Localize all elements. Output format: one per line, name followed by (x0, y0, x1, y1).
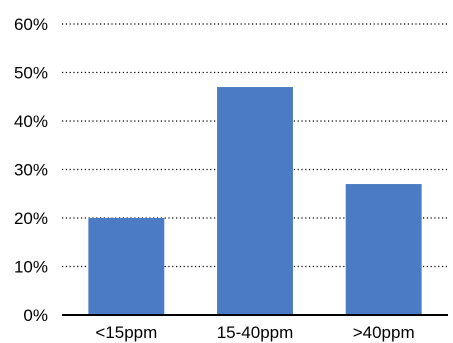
x-axis-tick-labels: <15ppm 15-40ppm >40ppm (95, 323, 414, 342)
y-tick-label: 0% (23, 306, 48, 325)
y-axis-tick-labels: 0% 10% 20% 30% 40% 50% 60% (14, 15, 48, 325)
bar-2 (345, 184, 422, 315)
bars (88, 87, 422, 315)
y-tick-label: 20% (14, 209, 48, 228)
y-tick-label: 30% (14, 161, 48, 180)
x-tick-label: <15ppm (95, 323, 157, 342)
x-tick-label: >40ppm (353, 323, 415, 342)
y-tick-label: 10% (14, 258, 48, 277)
bar-0 (88, 218, 165, 315)
x-tick-label: 15-40ppm (217, 323, 294, 342)
bar-1 (217, 87, 293, 315)
y-tick-label: 40% (14, 112, 48, 131)
y-tick-label: 60% (14, 15, 48, 34)
y-tick-label: 50% (14, 64, 48, 83)
